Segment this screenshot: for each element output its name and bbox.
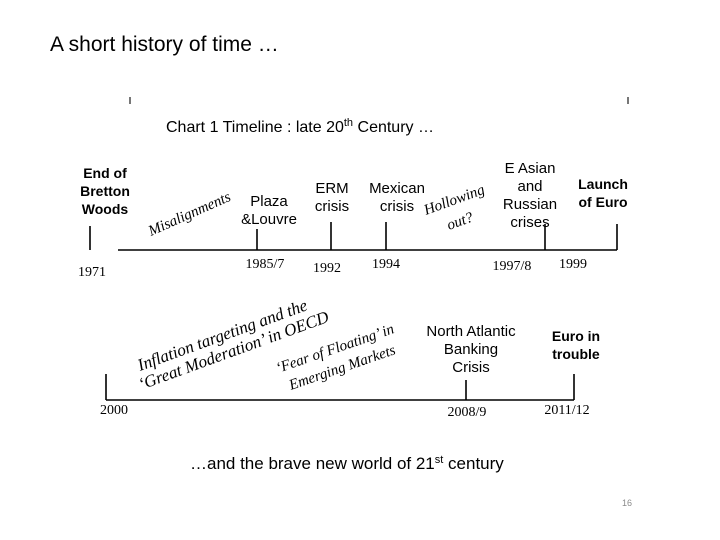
year-2000: 2000 bbox=[100, 403, 128, 418]
event-east-asian-russian: E Asian and Russian crises bbox=[503, 160, 557, 231]
svg-text:ERM: ERM bbox=[315, 180, 348, 197]
svg-text:End of: End of bbox=[83, 165, 127, 181]
svg-text:crisis: crisis bbox=[380, 198, 414, 215]
svg-text:Banking: Banking bbox=[444, 341, 498, 358]
page-number: 16 bbox=[622, 498, 633, 508]
event-launch-euro: Launch of Euro bbox=[578, 176, 628, 210]
year-2008: 2008/9 bbox=[448, 405, 487, 420]
year-1999: 1999 bbox=[559, 257, 587, 272]
annotation-hollowing: Hollowing bbox=[421, 182, 487, 219]
annotation-misalignments: Misalignments bbox=[145, 189, 233, 240]
svg-text:Plaza: Plaza bbox=[250, 193, 288, 210]
event-mexican-crisis: Mexican crisis bbox=[369, 180, 425, 215]
annotation-out: out? bbox=[445, 209, 476, 233]
svg-text:crises: crises bbox=[510, 214, 549, 231]
chart-footer: …and the brave new world of 21st century bbox=[190, 454, 504, 473]
year-1985: 1985/7 bbox=[246, 257, 285, 272]
svg-text:North Atlantic: North Atlantic bbox=[426, 323, 516, 340]
svg-text:Mexican: Mexican bbox=[369, 180, 425, 197]
svg-text:and: and bbox=[517, 178, 542, 195]
slide-title: A short history of time … bbox=[50, 33, 279, 56]
svg-text:Russian: Russian bbox=[503, 196, 557, 213]
year-1997: 1997/8 bbox=[493, 259, 532, 274]
year-2011: 2011/12 bbox=[544, 403, 589, 418]
svg-text:of Euro: of Euro bbox=[579, 194, 628, 210]
svg-text:Crisis: Crisis bbox=[452, 359, 490, 376]
year-1992: 1992 bbox=[313, 261, 341, 276]
event-north-atlantic-crisis: North Atlantic Banking Crisis bbox=[426, 323, 516, 376]
chart-heading: Chart 1 Timeline : late 20th Century … bbox=[166, 117, 434, 136]
event-bretton-woods: End of Bretton Woods bbox=[80, 165, 130, 217]
year-1971: 1971 bbox=[78, 265, 106, 280]
svg-text:trouble: trouble bbox=[552, 346, 600, 362]
svg-text:Launch: Launch bbox=[578, 176, 628, 192]
event-plaza-louvre: Plaza &Louvre bbox=[241, 193, 297, 228]
event-euro-in-trouble: Euro in trouble bbox=[552, 328, 600, 362]
year-1994: 1994 bbox=[372, 257, 400, 272]
svg-text:E Asian: E Asian bbox=[505, 160, 556, 177]
svg-text:Bretton: Bretton bbox=[80, 183, 130, 199]
svg-text:Woods: Woods bbox=[82, 201, 129, 217]
svg-text:Euro in: Euro in bbox=[552, 328, 600, 344]
svg-text:&Louvre: &Louvre bbox=[241, 211, 297, 228]
event-erm-crisis: ERM crisis bbox=[315, 180, 349, 215]
svg-text:crisis: crisis bbox=[315, 198, 349, 215]
